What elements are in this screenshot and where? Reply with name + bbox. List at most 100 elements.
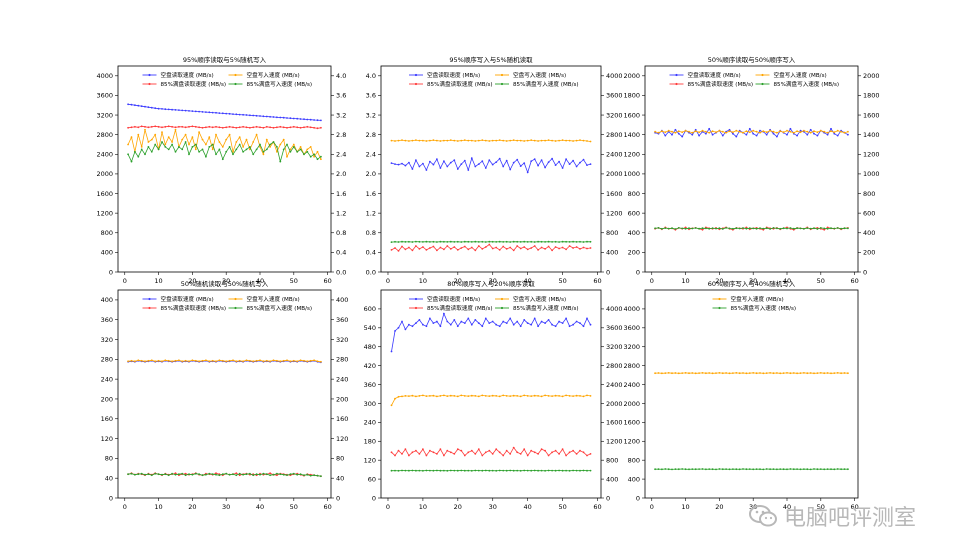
data-point (299, 146, 302, 148)
data-point (178, 109, 180, 111)
data-point (572, 240, 574, 243)
data-point (453, 395, 456, 397)
data-point (667, 468, 670, 471)
data-point (681, 135, 684, 138)
data-point (558, 247, 560, 250)
data-point (698, 468, 700, 470)
data-point (164, 108, 167, 111)
data-point (813, 468, 815, 470)
data-point (269, 115, 271, 118)
data-point (164, 125, 167, 128)
data-point (235, 472, 238, 475)
data-point (806, 130, 809, 133)
chart-title: 60%顺序写入与40%随机写入 (708, 279, 796, 288)
data-point (269, 474, 271, 477)
data-point (505, 449, 508, 452)
data-point (296, 150, 299, 153)
data-point (547, 161, 550, 164)
data-point (667, 372, 670, 374)
data-point (279, 360, 282, 363)
data-point (320, 126, 322, 129)
data-point (225, 360, 228, 363)
data-point (826, 372, 829, 374)
y2-tick-label: 2.0 (336, 170, 346, 178)
data-point (654, 468, 656, 471)
data-point (509, 453, 512, 455)
data-point (299, 126, 302, 129)
data-point (705, 227, 707, 230)
y2-tick-label: 3600 (606, 324, 623, 332)
legend-marker (761, 82, 764, 86)
data-point (554, 325, 557, 328)
data-point (425, 240, 428, 243)
data-point (484, 317, 487, 320)
data-point (144, 360, 146, 363)
data-point (191, 136, 194, 139)
data-point (245, 114, 248, 116)
chart-panel-2: 95%顺序写入与5%随机读取 0 10 20 30 40 50 60 0.0 0.4 0.8 1.2 1… (366, 55, 623, 285)
data-point (439, 395, 442, 397)
data-point (505, 322, 508, 324)
data-point (582, 395, 585, 398)
data-point (201, 359, 204, 362)
legend-label: 空盘读取速度 (MB/s) (688, 71, 741, 79)
data-point (589, 469, 592, 472)
data-point (415, 245, 417, 247)
data-point (582, 241, 585, 243)
data-point (681, 372, 684, 374)
data-point (526, 248, 529, 251)
series-green (127, 472, 322, 478)
series-line (127, 140, 322, 163)
data-point (439, 469, 442, 472)
y2-tick-label: 800 (606, 229, 618, 237)
data-point (316, 119, 319, 122)
data-point (586, 240, 588, 243)
data-point (505, 248, 508, 250)
y2-tick-label: 800 (606, 456, 618, 464)
y-tick-label: 800 (101, 229, 113, 237)
data-point (205, 473, 207, 476)
data-point (544, 449, 546, 452)
data-point (228, 473, 231, 476)
data-point (171, 125, 174, 128)
data-point (467, 240, 470, 243)
data-point (282, 473, 285, 476)
data-point (411, 394, 414, 397)
data-point (127, 473, 129, 476)
data-point (429, 247, 431, 249)
data-point (259, 143, 261, 146)
data-point (474, 395, 477, 397)
data-point (150, 150, 153, 153)
y2-tick-label: 2.4 (336, 151, 346, 159)
data-point (728, 468, 731, 471)
data-point (463, 139, 466, 142)
chart-title: 95%顺序写入与5%随机读取 (449, 55, 533, 64)
y2-tick-label: 1400 (863, 131, 880, 139)
data-point (201, 126, 204, 129)
data-point (477, 395, 480, 398)
data-point (819, 227, 822, 229)
data-point (762, 468, 765, 471)
data-point (408, 161, 410, 164)
data-point (721, 468, 724, 471)
series-line (391, 446, 591, 457)
data-point (161, 126, 163, 129)
y2-tick-label: 120 (336, 435, 348, 443)
data-point (799, 227, 802, 230)
data-point (188, 153, 190, 156)
data-point (491, 453, 494, 455)
data-point (579, 469, 581, 472)
data-point (509, 246, 512, 249)
x-tick-label: 30 (222, 503, 230, 511)
data-point (164, 473, 167, 476)
data-point (276, 472, 278, 475)
data-point (198, 110, 201, 113)
data-point (171, 143, 174, 146)
data-point (488, 159, 491, 162)
data-point (488, 240, 491, 243)
data-point (415, 159, 417, 162)
data-point (436, 320, 438, 323)
y-tick-label: 1200 (96, 209, 113, 217)
data-point (516, 395, 519, 397)
data-point (292, 146, 295, 148)
